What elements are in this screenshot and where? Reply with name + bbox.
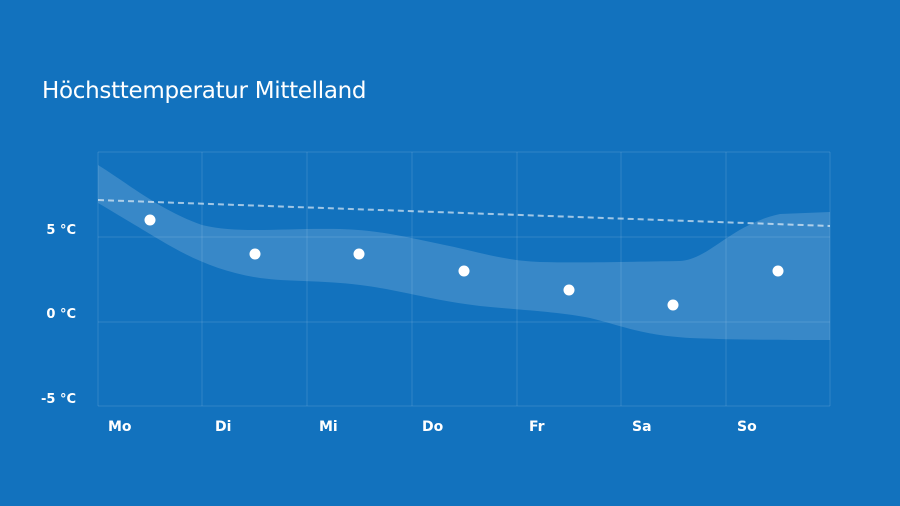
x-tick-di: Di: [215, 419, 232, 435]
x-tick-sa: Sa: [632, 419, 652, 435]
x-tick-mo: Mo: [108, 419, 132, 435]
y-tick-minus5: -5 °C: [40, 392, 76, 407]
x-tick-mi: Mi: [319, 419, 338, 435]
grid: [97, 151, 831, 407]
data-point-di: [249, 248, 261, 260]
climate-mean-line: [97, 199, 831, 227]
x-tick-fr: Fr: [529, 419, 545, 435]
uncertainty-band: [98, 165, 830, 340]
data-point-do: [458, 265, 470, 277]
data-point-mo: [144, 214, 156, 226]
data-point-sa: [667, 299, 679, 311]
data-point-so: [772, 265, 784, 277]
x-tick-do: Do: [422, 419, 444, 435]
data-point-mi: [353, 248, 365, 260]
x-tick-so: So: [737, 419, 757, 435]
y-tick-0: 0 °C: [46, 307, 76, 322]
chart-title: Höchsttemperatur Mittelland: [42, 78, 367, 104]
y-tick-5: 5 °C: [46, 223, 76, 238]
data-point-fr: [563, 284, 575, 296]
data-points: [144, 214, 784, 311]
